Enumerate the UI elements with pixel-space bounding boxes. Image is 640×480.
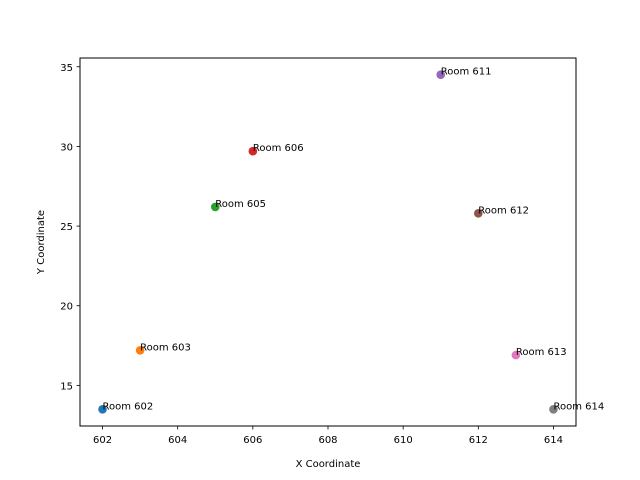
data-point	[210, 202, 220, 212]
data-point	[98, 404, 107, 414]
x-tick-label: 606	[243, 435, 262, 446]
x-tick-label: 604	[168, 435, 187, 446]
point-label: Room 606	[253, 143, 304, 154]
x-tick-label: 602	[93, 435, 112, 446]
y-tick-label: 20	[60, 302, 73, 313]
x-tick-label: 610	[394, 435, 413, 446]
data-point	[474, 209, 483, 218]
point-label: Room 611	[441, 67, 492, 78]
x-tick-label: 614	[544, 435, 563, 446]
y-tick-label: 35	[60, 63, 73, 74]
data-point	[135, 346, 145, 355]
axis-ticks: 602 604 606 608 610 612 614 15 20 25 30 35	[60, 63, 563, 446]
point-label: Room 613	[516, 347, 567, 358]
data-point	[248, 146, 258, 156]
data-point	[511, 350, 521, 360]
data-point	[436, 70, 446, 80]
point-label: Room 602	[103, 401, 154, 412]
point-label: Room 614	[553, 401, 604, 412]
point-label: Room 612	[478, 205, 529, 216]
x-tick-label: 608	[318, 435, 337, 446]
data-point	[549, 404, 558, 414]
y-tick-label: 15	[60, 381, 73, 392]
point-label: Room 605	[215, 199, 266, 210]
x-axis-label: X Coordinate	[296, 459, 361, 470]
data-points	[98, 70, 558, 414]
y-tick-label: 30	[60, 142, 73, 153]
plot-frame	[79, 57, 577, 427]
y-tick-label: 25	[60, 222, 73, 233]
y-axis-label: Y Coordinate	[36, 210, 47, 275]
point-label: Room 603	[140, 342, 191, 353]
x-tick-label: 612	[469, 435, 488, 446]
point-labels: Room 602 Room 603 Room 605 Room 606 Room 611…	[103, 67, 605, 413]
